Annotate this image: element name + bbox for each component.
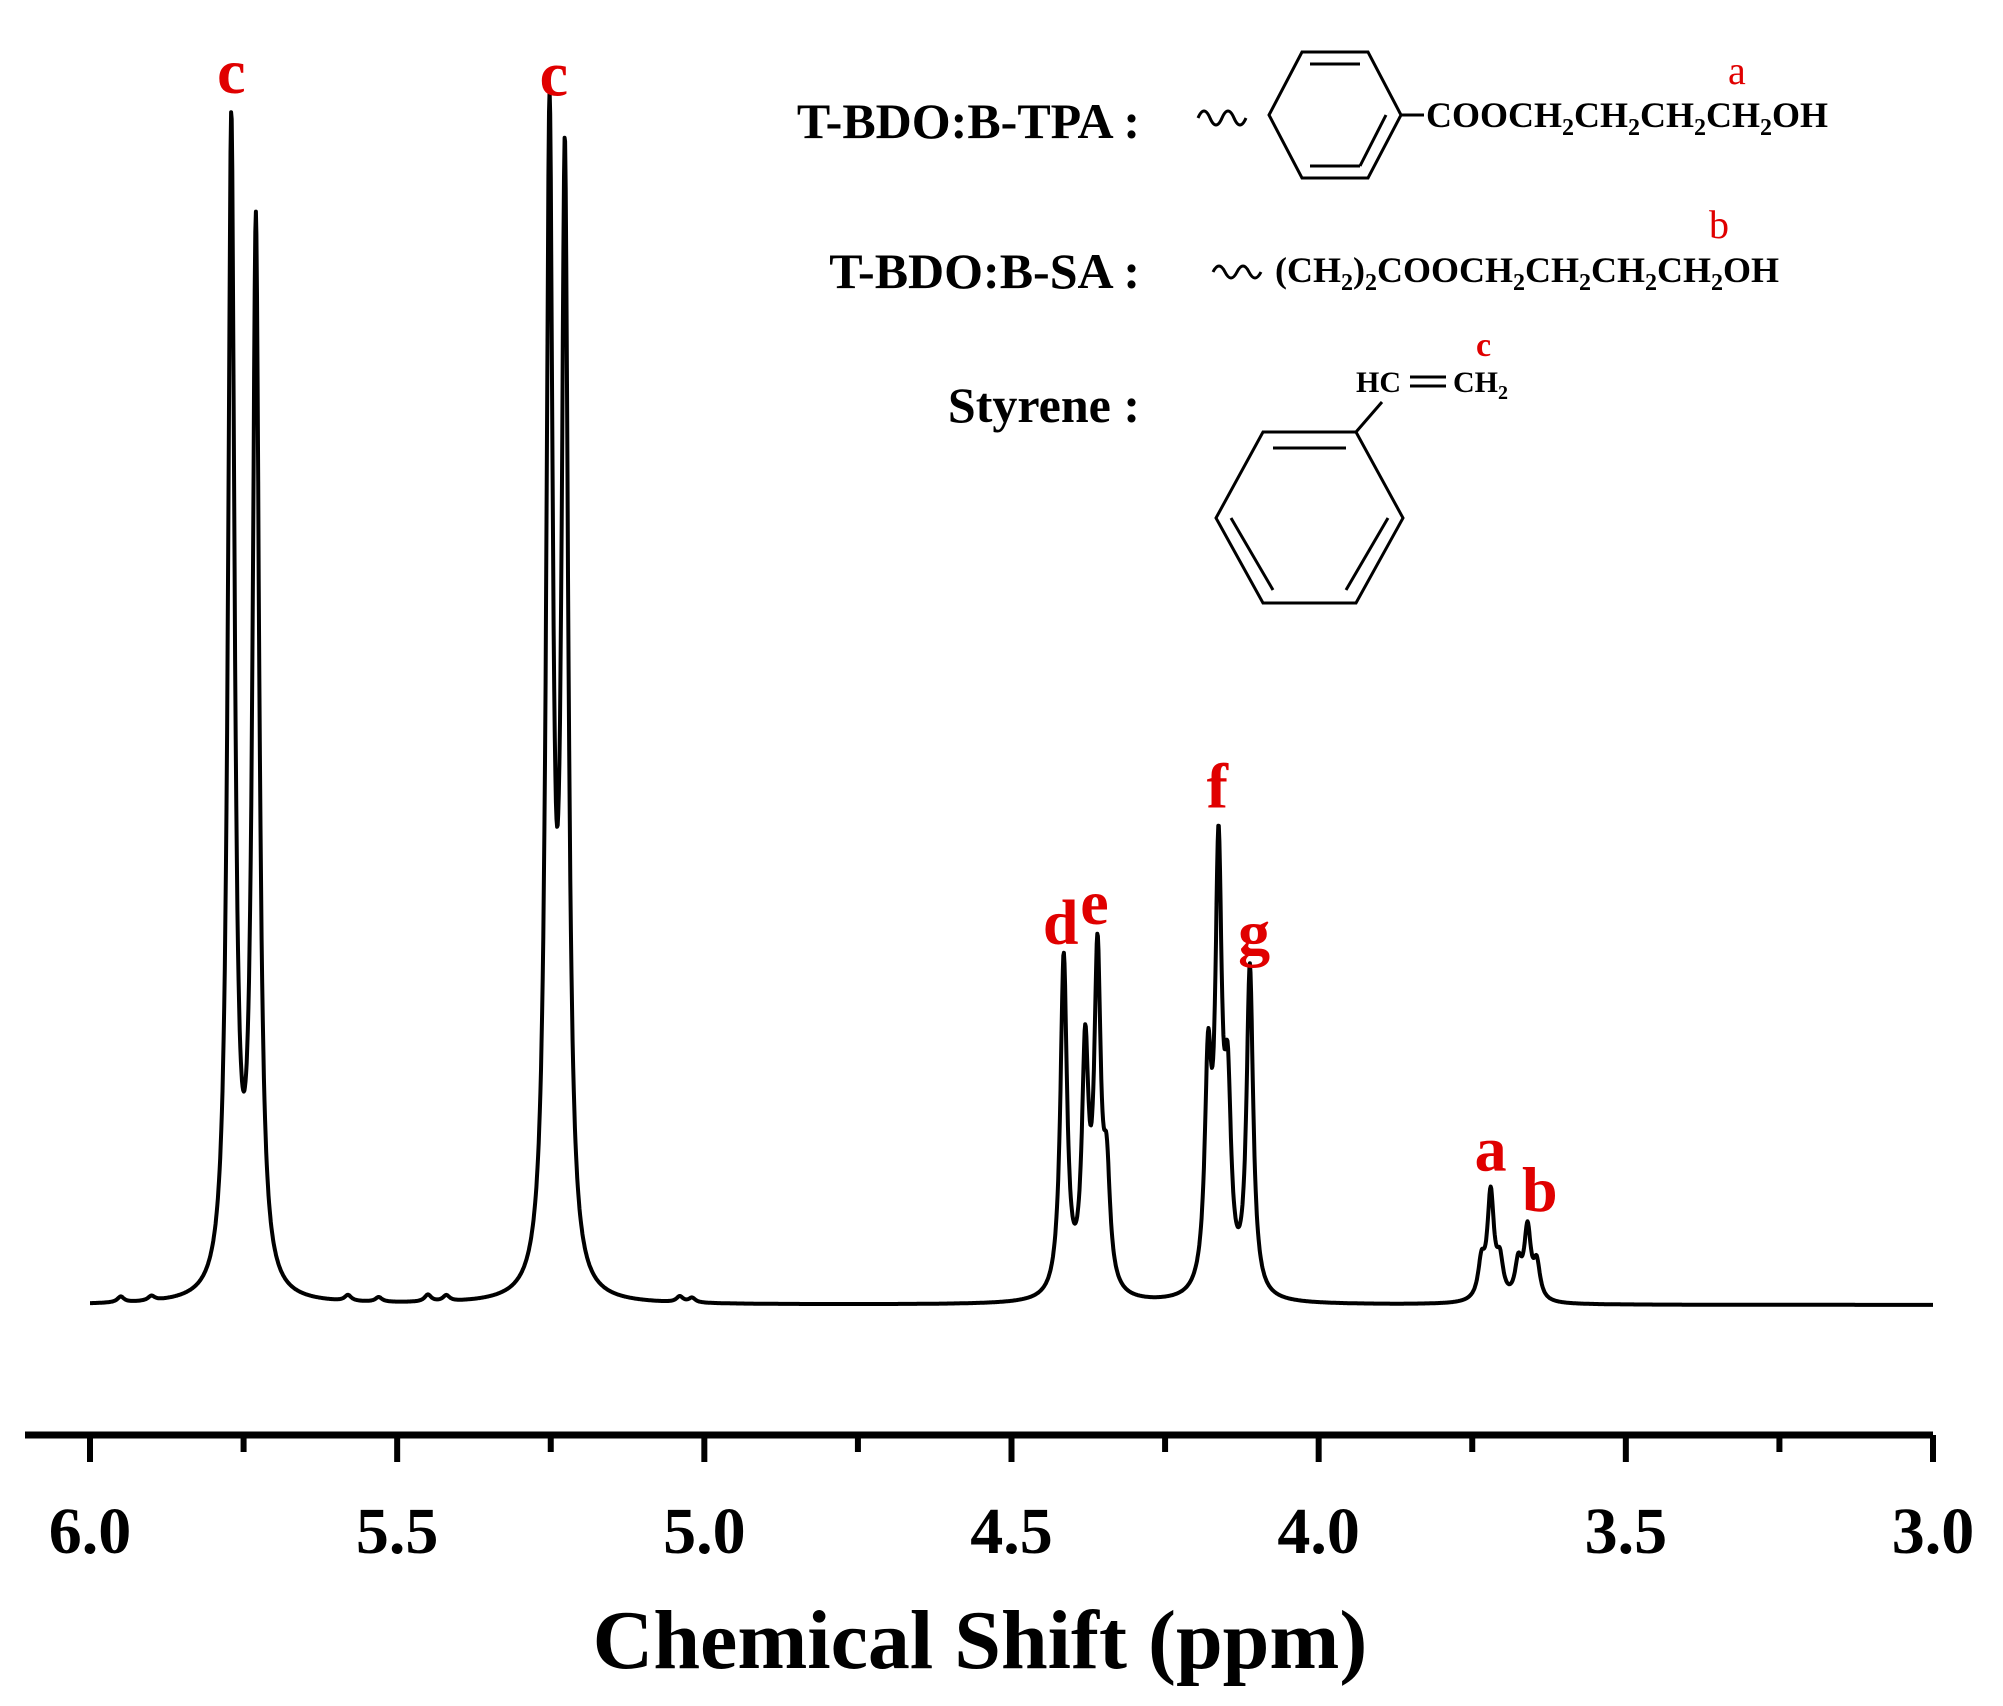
compound-name-tbdo-bsa: T-BDO:B-SA : (829, 243, 1140, 299)
peak-label-c: c (540, 38, 568, 109)
structure-inset: T-BDO:B-TPA : COOCH2CH2CH2CH2OH a T-BDO:… (797, 48, 1828, 605)
peak-label-c: c (217, 36, 245, 107)
atom-marker-c: c (1476, 327, 1491, 364)
peak-label-f: f (1207, 751, 1229, 822)
x-axis-major-ticks (87, 1435, 1936, 1462)
peak-label-g: g (1238, 897, 1270, 968)
formula-styrene-vinyl: HC CH2 (1356, 366, 1508, 404)
polymer-chain-wave-icon (1211, 264, 1263, 280)
peak-labels: c c d e f g ab (217, 36, 1558, 1225)
spectrum-line (88, 88, 1935, 1307)
benzene-ring-icon (1214, 430, 1405, 605)
bond-line (1354, 401, 1384, 433)
peak-label-a: a (1475, 1114, 1507, 1185)
x-tick-label: 6.0 (49, 1495, 132, 1568)
formula-tbdo-bsa: (CH2)2COOCH2CH2CH2CH2OH (1275, 250, 1779, 296)
peak-label-b: b (1522, 1154, 1558, 1225)
x-tick-label: 5.0 (663, 1495, 746, 1568)
atom-marker-a: a (1728, 48, 1746, 93)
x-tick-label: 4.0 (1277, 1495, 1360, 1568)
polymer-chain-wave-icon (1196, 109, 1248, 127)
x-tick-label: 3.5 (1585, 1495, 1668, 1568)
x-tick-label: 3.0 (1892, 1495, 1975, 1568)
formula-tbdo-btpa: COOCH2CH2CH2CH2OH (1426, 95, 1828, 141)
atom-marker-b: b (1709, 202, 1729, 247)
compound-name-tbdo-btpa: T-BDO:B-TPA : (797, 93, 1140, 149)
x-tick-label: 4.5 (970, 1495, 1053, 1568)
peak-label-d: d (1043, 886, 1079, 957)
x-axis-minor-ticks (240, 1435, 1783, 1452)
x-axis-tick-labels: 6.0 5.5 5.0 4.5 4.0 3.5 3.0 (49, 1495, 1975, 1568)
compound-name-styrene: Styrene : (948, 377, 1140, 433)
x-tick-label: 5.5 (356, 1495, 439, 1568)
peak-label-e: e (1080, 867, 1108, 938)
x-axis-title: Chemical Shift (ppm) (593, 1594, 1368, 1687)
benzene-ring-icon (1267, 50, 1403, 180)
vinyl-double-bond-icon (1410, 375, 1446, 388)
